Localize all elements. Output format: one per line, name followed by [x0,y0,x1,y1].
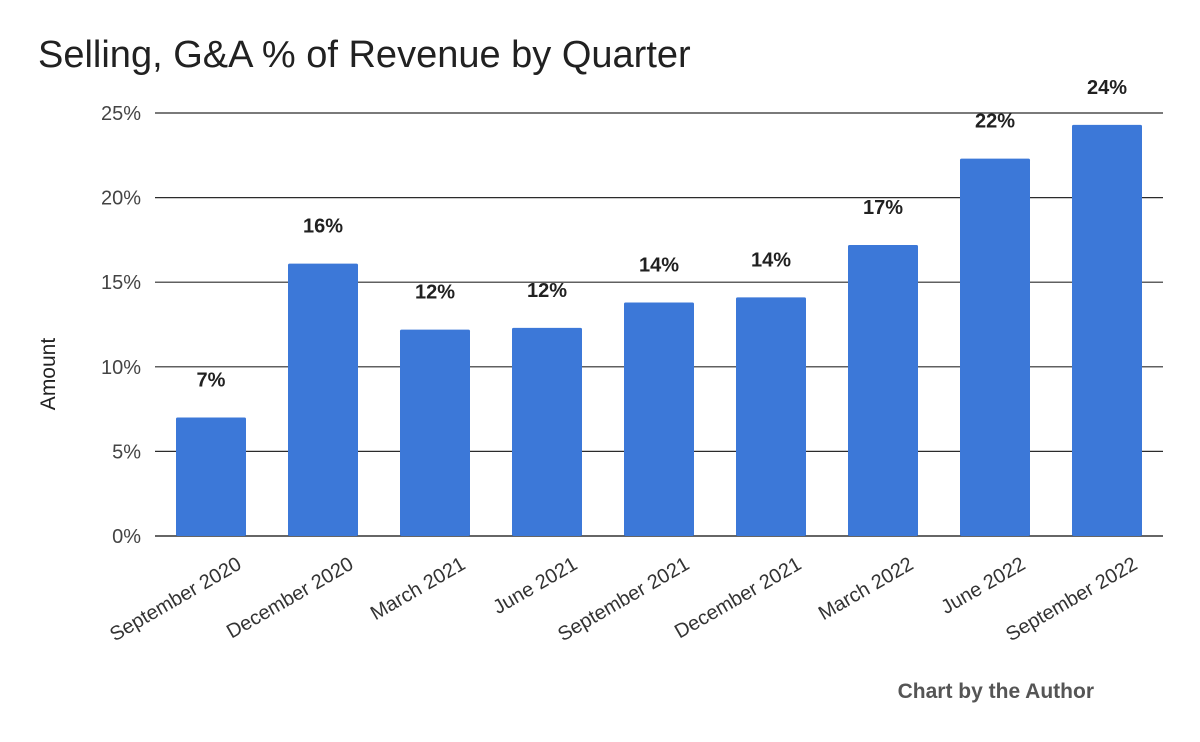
y-axis-title: Amount [37,338,60,411]
x-category-label: December 2020 [223,553,357,643]
x-category-label: March 2021 [367,553,469,625]
bar-data-label: 24% [1087,77,1127,99]
bar [512,327,582,536]
bar [288,263,358,536]
y-tick-label: 15% [101,272,141,294]
bar-data-label: 7% [197,370,226,392]
bar-data-label: 22% [975,111,1015,133]
y-tick-label: 5% [112,441,141,463]
bar-data-label: 12% [527,280,567,302]
x-category-label: September 2020 [106,553,245,646]
bar [960,158,1030,536]
bar-data-label: 16% [303,216,343,238]
bar [400,329,470,536]
chart-title: Selling, G&A % of Revenue by Quarter [38,34,691,76]
bar-data-label: 14% [639,255,679,277]
bar [176,417,246,536]
data-labels: 7% 16% 12% 12% 14% 14% 17% 22% 24% [197,77,1128,392]
x-category-label: December 2021 [671,553,805,643]
bar-data-label: 17% [863,197,903,219]
bar [736,297,806,536]
bar [848,244,918,536]
bar-data-label: 14% [751,249,791,271]
chart-credit: Chart by the Author [897,680,1094,703]
bar [624,302,694,536]
y-tick-label: 0% [112,526,141,548]
bars [176,124,1142,537]
x-category-label: June 2022 [937,553,1029,619]
bar [1072,124,1142,537]
y-tick-label: 20% [101,188,141,210]
bar-data-label: 12% [415,282,455,304]
y-tick-label: 10% [101,357,141,379]
y-axis-ticks: 0% 5% 10% 15% 20% 25% [101,103,141,548]
x-category-label: March 2022 [815,553,917,625]
y-tick-label: 25% [101,103,141,125]
x-category-label: June 2021 [489,553,581,619]
